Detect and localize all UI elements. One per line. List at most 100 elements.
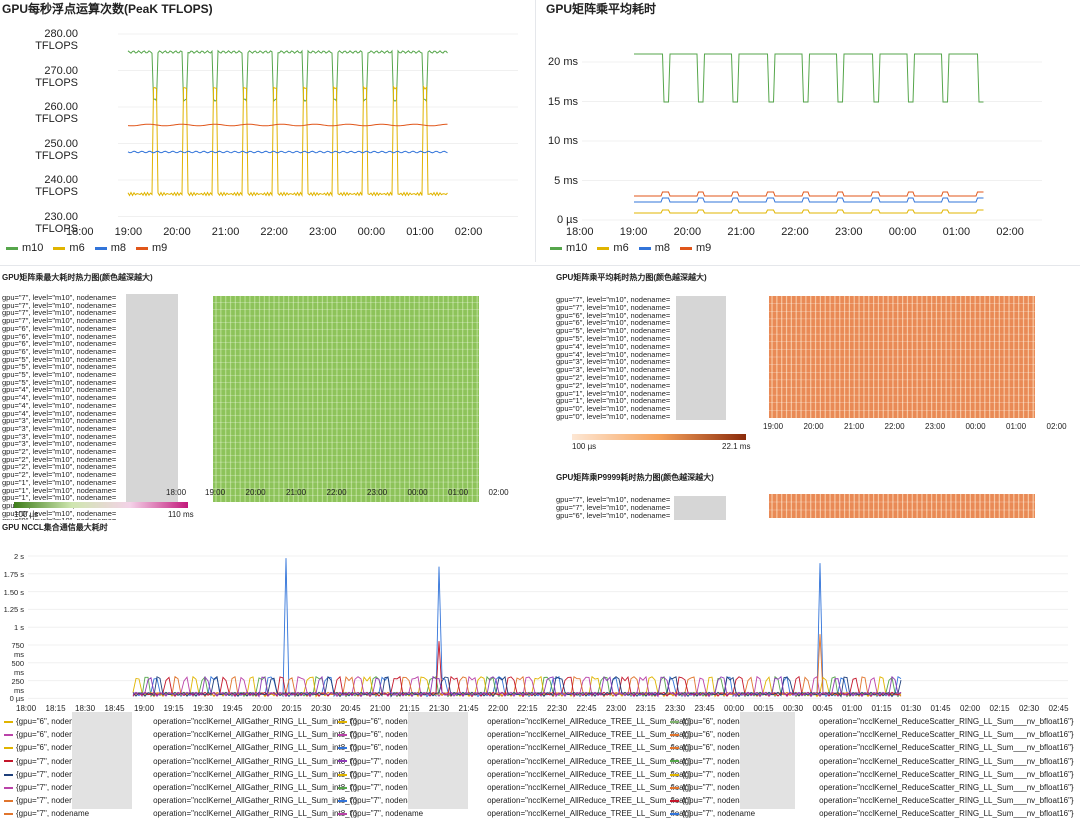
flops-legend[interactable]: m10 m6 m8 m9 — [6, 242, 167, 254]
heat-cell-column — [263, 296, 265, 502]
heat-row-label: gpu="0", level="m10", nodename= — [556, 411, 671, 421]
x-tick-label: 23:30 — [665, 704, 686, 713]
nccl-legend-item[interactable]: {gpu="6", nodename operation="ncclKernel_… — [4, 715, 357, 728]
heat-cell-column — [1013, 494, 1015, 518]
x-tick-label: 19:30 — [193, 704, 214, 713]
heat-cell-column — [795, 494, 797, 518]
heat-cell-column — [1018, 494, 1020, 518]
nccl-legend-item[interactable]: {gpu="7", nodename operation="ncclKernel_… — [338, 768, 691, 781]
x-tick-label: 21:00 — [211, 226, 240, 238]
nccl-legend-item[interactable]: {gpu="7", nodename operation="ncclKernel_… — [338, 794, 691, 807]
legend-swatch — [135, 246, 148, 250]
nccl-legend-item[interactable]: {gpu="7", nodename operation="ncclKernel_… — [338, 755, 691, 768]
heat-cell-column — [404, 296, 406, 502]
heat-row-label: gpu="4", level="m10", nodename= — [2, 385, 117, 395]
heat-cell-column — [824, 494, 826, 518]
legend-op: operation="ncclKernel_AllReduce_TREE_LL_… — [487, 756, 692, 766]
legend-item-m8[interactable]: m8 — [638, 242, 670, 254]
heat-cell-column — [457, 296, 459, 502]
legend-swatch — [4, 786, 13, 789]
nccl-legend-item[interactable]: {gpu="7", nodename operation="ncclKernel_… — [670, 755, 1074, 768]
heat-cell-column — [834, 494, 836, 518]
nccl-legend-item[interactable]: {gpu="7", nodename operation="ncclKernel_… — [670, 768, 1074, 781]
heat-avg-panel: GPU矩阵乘平均耗时热力图(颜色越深越大) gpu="7", level="m1… — [552, 270, 1080, 460]
legend-item-m6[interactable]: m6 — [597, 242, 629, 254]
legend-swatch — [638, 246, 651, 250]
x-tick-label: 23:00 — [309, 226, 337, 238]
legend-item-m6[interactable]: m6 — [53, 242, 85, 254]
x-tick-label: 18:00 — [16, 704, 37, 713]
heat-cell-column — [998, 494, 1000, 518]
heat-cell-column — [1008, 494, 1010, 518]
nccl-legend-item[interactable]: {gpu="7", nodename operation="ncclKernel_… — [338, 781, 691, 794]
nccl-legend-item[interactable]: {gpu="7", nodename operation="ncclKernel_… — [670, 781, 1074, 794]
heat-cell-column — [370, 296, 372, 502]
x-tick-label: 22:30 — [547, 704, 568, 713]
nccl-legend-item[interactable]: {gpu="6", nodename operation="ncclKernel_… — [670, 715, 1074, 728]
heat-cell-column — [307, 296, 309, 502]
nccl-legend-item[interactable]: {gpu="7", nodename operation="ncclKernel_… — [4, 807, 357, 820]
heat-cell-column — [273, 296, 275, 502]
heat-row-label: gpu="1", level="m10", nodename= — [556, 388, 671, 398]
y-tick-label: 250.00 TFLOPS — [35, 137, 78, 162]
heat-row-label: gpu="2", level="m10", nodename= — [556, 380, 671, 390]
heat-cell-column — [790, 494, 792, 518]
legend-op: operation="ncclKernel_AllReduce_TREE_LL_… — [487, 809, 692, 819]
heat-cell-column — [321, 296, 324, 502]
nccl-legend-item[interactable]: {gpu="7", nodename operation="ncclKernel_… — [338, 807, 691, 820]
nccl-legend-item[interactable]: {gpu="6", nodename operation="ncclKernel_… — [338, 741, 691, 754]
legend-item-m9[interactable]: m9 — [679, 242, 712, 254]
heat-row-label: gpu="5", level="m10", nodename= — [556, 333, 671, 343]
heat-row-label: gpu="6", level="m10", nodename= — [556, 310, 671, 320]
heat-row-label: gpu="4", level="m10", nodename= — [2, 393, 117, 403]
heat-cell-column — [969, 494, 971, 518]
series-m8 — [634, 197, 984, 203]
x-tick-label: 02:00 — [488, 488, 509, 497]
redacted-block — [126, 294, 178, 502]
series-m6 — [127, 85, 448, 198]
y-tick-label: 1.75 s — [3, 569, 24, 579]
avg-panel: GPU矩阵乘平均耗时 20 ms 15 ms 10 ms 5 ms 0 µs 18:00… — [540, 0, 1080, 262]
nccl-legend-item[interactable]: {gpu="7", nodename operation="ncclKernel_… — [670, 807, 1074, 820]
heat-cell-column — [839, 494, 841, 518]
heat-cell-column — [336, 296, 338, 502]
x-tick-label: 20:00 — [803, 422, 824, 431]
nccl-legend-item[interactable]: {gpu="6", nodename operation="ncclKernel_… — [4, 728, 357, 741]
nccl-legend-item[interactable]: {gpu="7", nodename operation="ncclKernel_… — [4, 755, 357, 768]
legend-item-m9[interactable]: m9 — [135, 242, 167, 254]
legend-swatch — [338, 747, 347, 750]
nccl-legend-item[interactable]: {gpu="7", nodename operation="ncclKernel_… — [4, 794, 357, 807]
y-tick-label: 750 ms — [11, 641, 24, 659]
x-tick-label: 21:00 — [844, 422, 865, 431]
nccl-legend-item[interactable]: {gpu="7", nodename operation="ncclKernel_… — [4, 781, 357, 794]
nccl-legend-item[interactable]: {gpu="6", nodename operation="ncclKernel_… — [338, 715, 691, 728]
avg-legend[interactable]: m10 m6 m8 m9 — [550, 242, 711, 254]
heat-row-label: gpu="4", level="m10", nodename= — [2, 408, 117, 418]
legend-item-m10[interactable]: m10 — [550, 242, 587, 254]
x-tick-label: 02:00 — [454, 226, 483, 238]
legend-op: operation="ncclKernel_ReduceScatter_RING… — [819, 783, 1074, 792]
nccl-legend-item[interactable]: {gpu="7", nodename operation="ncclKernel_… — [670, 794, 1074, 807]
legend-item-m8[interactable]: m8 — [94, 242, 126, 254]
legend-label: m9 — [695, 242, 712, 254]
nccl-series — [132, 675, 902, 698]
nccl-series — [132, 675, 902, 698]
heat-row-label: gpu="3", level="m10", nodename= — [2, 416, 117, 426]
heat-cell-column — [872, 494, 875, 518]
heat-row-label: gpu="6", level="m10", nodename= — [556, 318, 671, 328]
nccl-legend-item[interactable]: {gpu="7", nodename operation="ncclKernel_… — [4, 768, 357, 781]
x-tick-label: 00:00 — [965, 422, 986, 431]
nccl-legend-item[interactable]: {gpu="6", nodename operation="ncclKernel_… — [338, 728, 691, 741]
nccl-legend-item[interactable]: {gpu="6", nodename operation="ncclKernel_… — [4, 741, 357, 754]
legend-prefix: {gpu="7", nodename — [350, 796, 424, 806]
legend-item-m10[interactable]: m10 — [6, 242, 43, 254]
legend-op: operation="ncclKernel_AllGather_RING_LL_… — [153, 796, 358, 806]
legend-swatch — [338, 760, 347, 763]
heat-cell-column — [940, 494, 942, 518]
heat-row-label: gpu="3", level="m10", nodename= — [556, 365, 671, 375]
heat-cell-column — [375, 296, 377, 502]
heat-avg-row-labels: gpu="7", level="m10", nodename= gpu="7", … — [556, 296, 670, 421]
nccl-legend-item[interactable]: {gpu="6", nodename operation="ncclKernel_… — [670, 741, 1074, 754]
legend-prefix: {gpu="6", nodename — [682, 743, 756, 753]
nccl-legend-item[interactable]: {gpu="6", nodename operation="ncclKernel_… — [670, 728, 1074, 741]
